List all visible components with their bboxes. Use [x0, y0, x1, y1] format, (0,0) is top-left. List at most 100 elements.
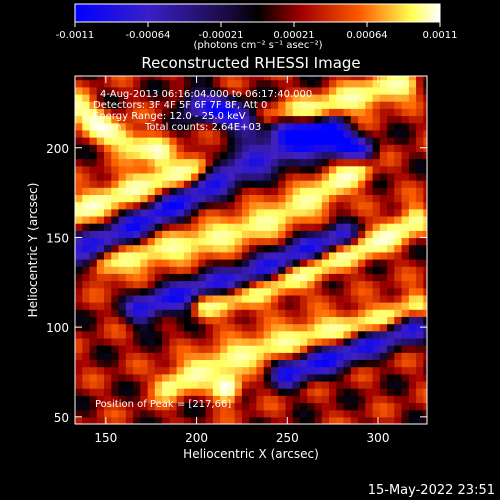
heatmap-cell: [234, 76, 243, 81]
heatmap-cell: [256, 395, 265, 404]
heatmap-cell: [365, 287, 374, 296]
heatmap-cell: [256, 237, 265, 246]
heatmap-cell: [263, 208, 272, 217]
heatmap-cell: [365, 158, 374, 167]
heatmap-cell: [75, 215, 83, 224]
heatmap-cell: [263, 201, 272, 210]
heatmap-cell: [205, 115, 214, 124]
heatmap-cell: [379, 266, 388, 274]
heatmap-cell: [183, 223, 192, 231]
heatmap-cell: [82, 395, 91, 404]
heatmap-cell: [321, 101, 330, 109]
heatmap-cell: [343, 201, 352, 210]
heatmap-cell: [89, 180, 98, 188]
heatmap-cell: [343, 115, 352, 124]
heatmap-cell: [162, 194, 170, 203]
heatmap-cell: [423, 373, 427, 382]
heatmap-cell: [372, 251, 381, 260]
heatmap-cell: [350, 223, 359, 231]
heatmap-cell: [336, 388, 345, 396]
heatmap-cell: [183, 330, 192, 339]
heatmap-cell: [147, 208, 156, 217]
heatmap-cell: [416, 395, 424, 404]
heatmap-cell: [198, 194, 207, 203]
heatmap-cell: [416, 416, 424, 424]
heatmap-cell: [241, 194, 250, 203]
heatmap-cell: [125, 187, 134, 195]
heatmap-cell: [89, 129, 98, 138]
heatmap-cell: [401, 129, 410, 138]
heatmap-cell: [401, 122, 410, 131]
heatmap-cell: [336, 86, 345, 95]
heatmap-cell: [133, 137, 141, 145]
heatmap-cell: [154, 137, 163, 145]
heatmap-cell: [336, 380, 345, 389]
heatmap-cell: [307, 79, 316, 88]
heatmap-cell: [285, 230, 294, 239]
heatmap-cell: [75, 366, 83, 375]
heatmap-cell: [133, 158, 141, 167]
heatmap-cell: [154, 194, 163, 203]
heatmap-cell: [358, 366, 366, 375]
y-tick-label: 50: [54, 411, 69, 425]
heatmap-cell: [343, 187, 352, 195]
heatmap-cell: [125, 194, 134, 203]
heatmap-cell: [140, 323, 149, 332]
heatmap-cell: [408, 280, 417, 289]
heatmap-cell: [241, 201, 250, 210]
heatmap-cell: [278, 323, 287, 332]
heatmap-cell: [372, 208, 381, 217]
heatmap-cell: [314, 244, 323, 253]
heatmap-cell: [416, 223, 424, 231]
heatmap-cell: [314, 108, 323, 117]
heatmap-cell: [89, 79, 98, 88]
heatmap-cell: [256, 76, 265, 81]
heatmap-cell: [249, 373, 258, 382]
heatmap-cell: [212, 309, 221, 317]
heatmap-cell: [147, 122, 156, 131]
heatmap-cell: [358, 201, 366, 210]
heatmap-cell: [162, 323, 170, 332]
heatmap-cell: [176, 79, 185, 88]
heatmap-cell: [358, 101, 366, 109]
heatmap-cell: [176, 251, 185, 260]
heatmap-cells: [75, 76, 427, 424]
heatmap-cell: [271, 337, 279, 346]
heatmap-cell: [104, 373, 112, 382]
heatmap-cell: [82, 352, 91, 360]
heatmap-cell: [336, 151, 345, 160]
heatmap-cell: [176, 287, 185, 296]
heatmap-cell: [205, 416, 214, 424]
heatmap-cell: [96, 323, 105, 332]
heatmap-cell: [198, 416, 207, 424]
heatmap-cell: [314, 359, 323, 368]
heatmap-cell: [205, 380, 214, 389]
heatmap-cell: [278, 180, 287, 188]
heatmap-cell: [125, 316, 134, 325]
heatmap-cell: [104, 137, 112, 145]
heatmap-cell: [147, 101, 156, 109]
heatmap-cell: [198, 158, 207, 167]
heatmap-cell: [183, 194, 192, 203]
heatmap-cell: [89, 208, 98, 217]
heatmap-cell: [350, 172, 359, 181]
heatmap-cell: [408, 323, 417, 332]
heatmap-cell: [278, 266, 287, 274]
heatmap-cell: [75, 251, 83, 260]
heatmap-cell: [321, 223, 330, 231]
heatmap-cell: [104, 352, 112, 360]
heatmap-cell: [111, 294, 120, 303]
heatmap-cell: [350, 187, 359, 195]
heatmap-cell: [220, 302, 229, 310]
heatmap-cell: [343, 223, 352, 231]
heatmap-cell: [176, 115, 185, 124]
heatmap-cell: [292, 115, 301, 124]
heatmap-cell: [118, 137, 127, 145]
heatmap-cell: [125, 129, 134, 138]
heatmap-cell: [191, 294, 199, 303]
heatmap-cell: [169, 380, 178, 389]
heatmap-cell: [205, 409, 214, 418]
heatmap-cell: [104, 244, 112, 253]
heatmap-cell: [350, 230, 359, 239]
heatmap-cell: [408, 359, 417, 368]
